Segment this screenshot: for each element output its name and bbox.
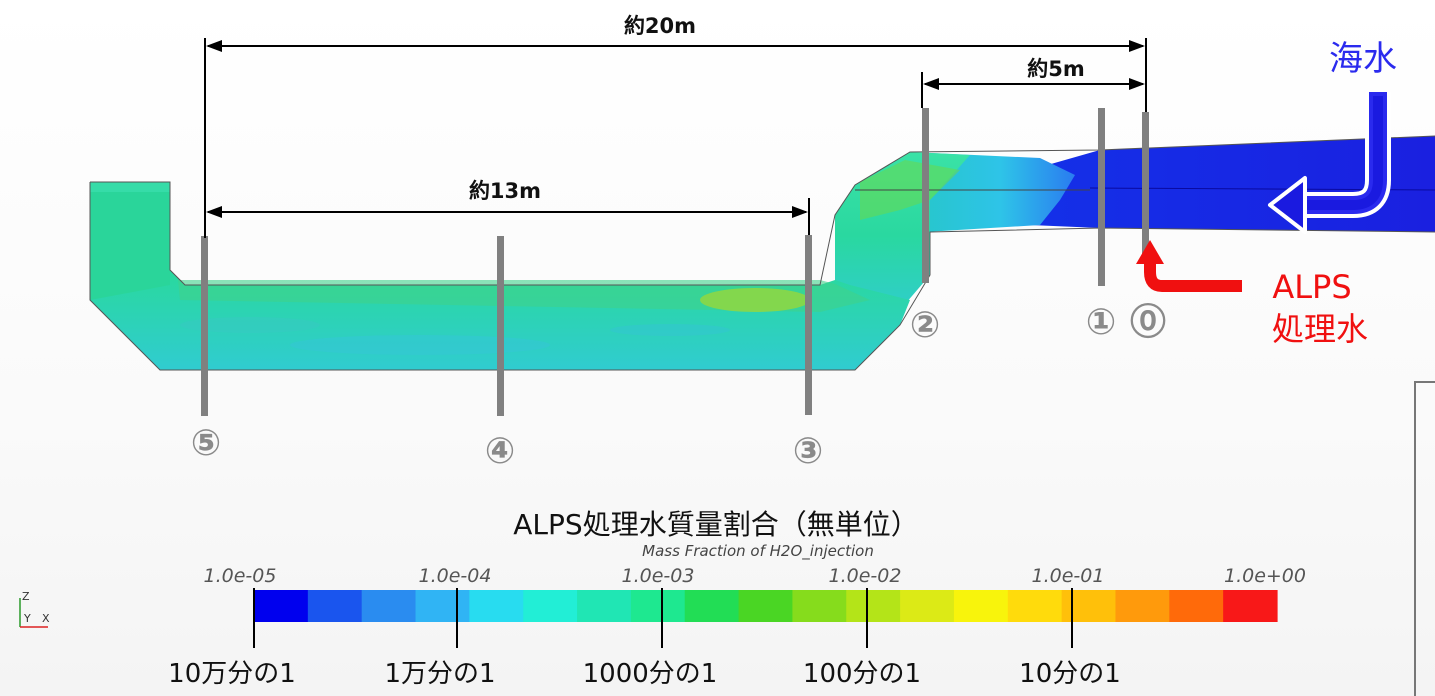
section-number-4: ④ [485, 431, 515, 472]
colorbar-swatch [577, 590, 632, 622]
section-number-1: ① [1086, 302, 1116, 343]
colorbar-swatch [630, 590, 686, 622]
ratio-label-0: 10万分の1 [168, 659, 296, 689]
section-numbers: ⓪ ① ② ③ ④ ⑤ [191, 302, 1166, 472]
colorbar-swatch [738, 590, 794, 622]
ratio-label-3: 100分の1 [803, 659, 921, 689]
section-line-0 [1142, 112, 1149, 260]
legend-tick-label-2: 1.0e-03 [622, 565, 695, 587]
colorbar-swatch [415, 590, 470, 622]
ratio-label-4: 10分の1 [1019, 659, 1121, 689]
section-line-5 [201, 236, 208, 416]
side-panel-frame [1414, 381, 1435, 696]
colorbar-swatch [1061, 590, 1117, 622]
colorbar-swatch [469, 590, 524, 622]
colorbar-swatch [792, 590, 847, 622]
section-lines [201, 108, 1149, 416]
colorbar-swatch [1007, 590, 1063, 622]
svg-text:X: X [42, 612, 50, 625]
main-horizontal-pipe [90, 182, 910, 370]
colorbar-swatch [307, 590, 363, 622]
dimension-20m-label: 約20m [624, 14, 696, 38]
colorbar-swatch [254, 590, 309, 622]
alps-arrow-icon [1136, 240, 1242, 292]
section-number-2: ② [910, 305, 940, 346]
dimension-5m: 約5m [921, 57, 1145, 108]
colorbar-swatch [523, 590, 578, 622]
colorbar-swatch [361, 590, 417, 622]
colorbar-swatch [1169, 590, 1224, 622]
dimension-13m: 約13m [206, 179, 810, 235]
legend-tick-label-5: 1.0e+00 [1224, 565, 1306, 587]
axis-triad-icon: Z Y X [19, 590, 50, 628]
color-legend: ALPS処理水質量割合（無単位） Mass Fraction of H2O_in… [168, 508, 1306, 689]
svg-text:Y: Y [23, 612, 31, 625]
colorbar-swatch [1223, 590, 1278, 622]
legend-tick-label-0: 1.0e-05 [204, 565, 277, 587]
legend-tick-label-4: 1.0e-01 [1032, 565, 1105, 587]
legend-tick-label-3: 1.0e-02 [829, 565, 902, 587]
colorbar [254, 590, 1278, 622]
section-number-3: ③ [793, 431, 823, 472]
legend-title: ALPS処理水質量割合（無単位） [513, 508, 918, 541]
section-line-4 [497, 236, 504, 416]
alps-label-line2: 処理水 [1272, 310, 1368, 348]
ratio-label-1: 1万分の1 [384, 659, 495, 689]
section-line-2 [922, 108, 929, 283]
dimension-13m-label: 約13m [469, 179, 541, 203]
colorbar-swatch [1115, 590, 1170, 622]
legend-subtitle: Mass Fraction of H2O_injection [642, 542, 874, 561]
section-line-3 [805, 235, 812, 415]
pipe-model [89, 135, 1435, 371]
colorbar-swatch [846, 590, 901, 622]
section-number-0: ⓪ [1130, 302, 1166, 343]
colorbar-swatch [953, 590, 1009, 622]
seawater-label: 海水 [1329, 39, 1397, 79]
section-line-1 [1098, 108, 1105, 286]
colorbar-swatch [900, 590, 955, 622]
seawater-arrow-icon [1268, 92, 1391, 234]
dimension-5m-label: 約5m [1027, 57, 1085, 81]
legend-tick-label-1: 1.0e-04 [419, 565, 492, 587]
colorbar-swatch [684, 590, 740, 622]
section-number-5: ⑤ [191, 423, 221, 464]
alps-label-line1: ALPS [1272, 268, 1351, 306]
ratio-label-2: 1000分の1 [583, 659, 718, 689]
left-riser [90, 182, 170, 300]
dimension-20m: 約20m [204, 14, 1147, 238]
svg-text:Z: Z [22, 590, 30, 603]
